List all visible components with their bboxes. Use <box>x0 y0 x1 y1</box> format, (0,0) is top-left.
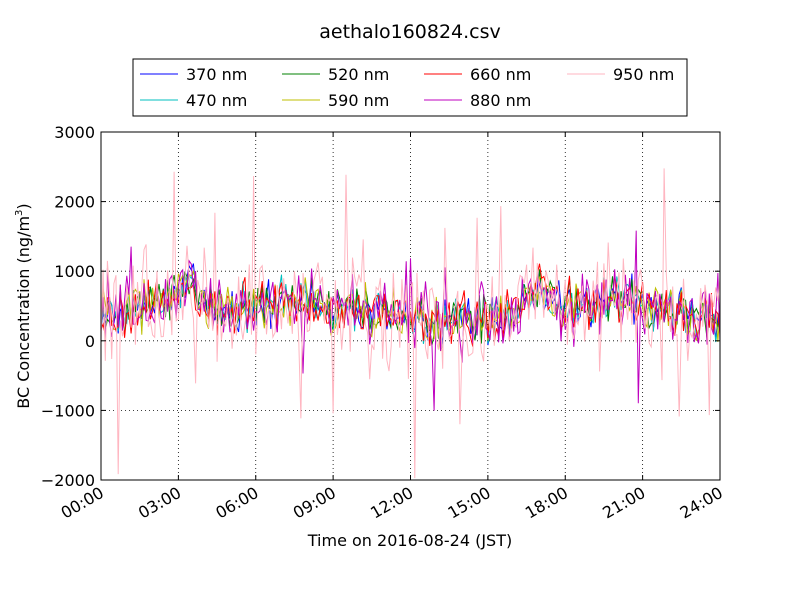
legend-label: 370 nm <box>186 65 247 84</box>
legend-frame <box>132 58 688 117</box>
y-axis-label: BC Concentration (ng/m3) <box>14 203 33 408</box>
y-tick-label: 2000 <box>54 193 95 212</box>
legend-label: 470 nm <box>186 91 247 110</box>
series-line-880-nm <box>101 230 720 411</box>
series-lines <box>101 168 720 479</box>
y-axis-label-close: ) <box>14 203 33 209</box>
chart-title: aethalo160824.csv <box>319 21 501 43</box>
y-tick-label: 0 <box>85 332 95 351</box>
y-tick-label: 3000 <box>54 123 95 142</box>
series-line-950-nm <box>101 168 720 479</box>
legend-label: 520 nm <box>328 65 389 84</box>
y-tick-labels: −2000 −1000 0 1000 2000 3000 <box>41 123 95 490</box>
y-tick-label: −2000 <box>41 471 95 490</box>
y-axis-label-main: BC Concentration (ng/m <box>14 216 33 409</box>
x-axis-label: Time on 2016-08-24 (JST) <box>307 531 512 550</box>
y-axis-label-superscript: 3 <box>14 210 25 216</box>
legend: 370 nm 470 nm 520 nm 590 nm 660 nm 880 nm 950 … <box>132 58 688 117</box>
legend-label: 590 nm <box>328 91 389 110</box>
y-tick-label: 1000 <box>54 262 95 281</box>
legend-label: 950 nm <box>613 65 674 84</box>
legend-label: 880 nm <box>470 91 531 110</box>
legend-label: 660 nm <box>470 65 531 84</box>
axis-ticks <box>100 131 721 481</box>
y-tick-label: −1000 <box>41 401 95 420</box>
